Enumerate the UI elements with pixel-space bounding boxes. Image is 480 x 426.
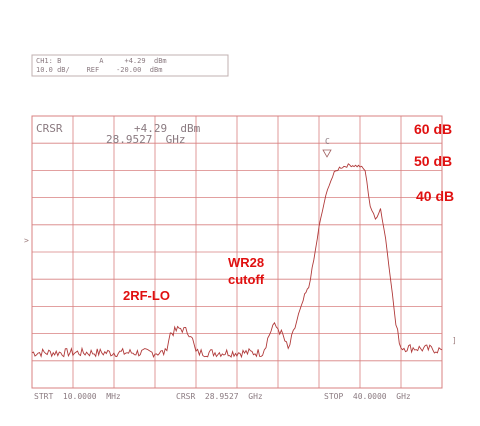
footer-stop: STOP 40.0000 GHz <box>324 392 411 401</box>
annotation-60db: 60 dB <box>414 121 452 137</box>
footer-start: STRT 10.0000 MHz <box>34 392 121 401</box>
left-reference-arrow: > <box>24 236 29 245</box>
marker-symbol: C <box>325 137 330 146</box>
header-line-1: CH1: B A +4.29 dBm <box>36 57 167 65</box>
annotation-40db: 40 dB <box>416 188 454 204</box>
annotation-2rf-lo: 2RF-LO <box>123 288 170 303</box>
trace-layer <box>31 163 443 359</box>
spectrum-trace <box>31 163 443 359</box>
header-box: CH1: B A +4.29 dBm 10.0 dB/ REF -20.00 d… <box>31 54 229 77</box>
grid <box>32 116 442 388</box>
annotation-wr28: WR28 <box>228 255 264 270</box>
marker-frequency: 28.9527 GHz <box>106 133 185 146</box>
marker-power: +4.29 dBm <box>134 122 201 135</box>
footer-cursor: CRSR 28.9527 GHz <box>176 392 263 401</box>
annotation-50db: 50 dB <box>414 153 452 169</box>
plot-area <box>31 115 443 389</box>
right-reference-mark: ] <box>452 336 457 345</box>
marker-label: CRSR <box>36 122 63 135</box>
marker-triangle <box>322 149 332 158</box>
header-line-2: 10.0 dB/ REF -20.00 dBm <box>36 66 162 74</box>
annotation-cutoff: cutoff <box>228 272 265 287</box>
